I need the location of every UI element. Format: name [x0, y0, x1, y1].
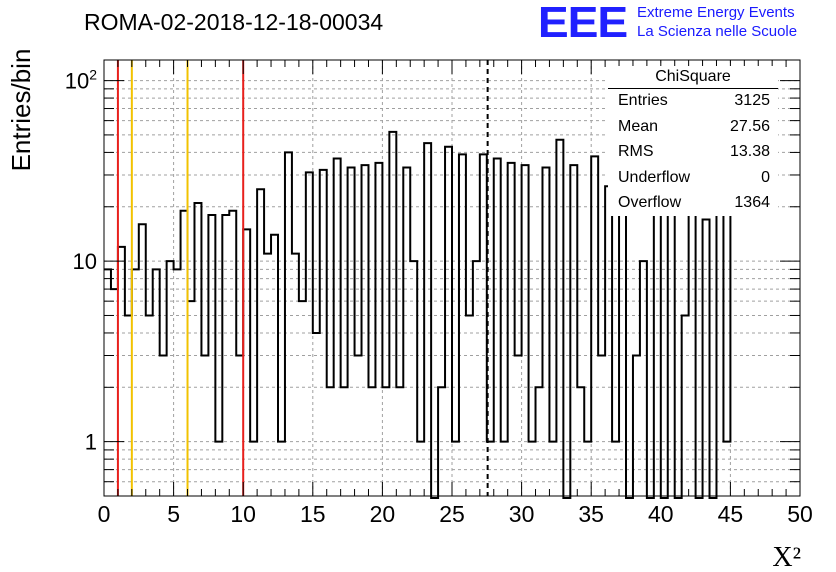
- stats-value: 0: [761, 168, 770, 186]
- y-tick-label: 10: [73, 249, 97, 274]
- axis-ticks: [103, 60, 801, 497]
- stats-key: Mean: [618, 117, 659, 135]
- stats-key: Overflow: [618, 194, 682, 211]
- stats-row-overflow: Overflow 1364: [608, 191, 778, 217]
- stats-key: Entries: [618, 92, 668, 109]
- x-tick-label: 25: [439, 501, 465, 527]
- stats-row-mean: Mean 27.56: [608, 115, 778, 141]
- reference-lines: [116, 60, 489, 496]
- eee-logo: EEE Extreme Energy Events La Scienza nel…: [537, 0, 797, 47]
- x-axis-title: X²: [772, 542, 801, 572]
- x-tick-label: 10: [230, 501, 256, 527]
- stats-row-rms: RMS 13.38: [608, 140, 778, 166]
- x-tick-label: 45: [718, 501, 744, 527]
- run-title: ROMA-02-2018-12-18-00034: [84, 9, 384, 35]
- stats-row-entries: Entries 3125: [608, 89, 778, 115]
- x-tick-labels: 0 5 10 15 20 25 30 35 40 45 50: [98, 501, 813, 527]
- x-tick-label: 35: [578, 501, 604, 527]
- stats-value: 3125: [734, 92, 770, 109]
- logo-line-1: Extreme Energy Events: [637, 4, 795, 21]
- histogram-outline: [104, 126, 738, 499]
- x-tick-label: 5: [167, 501, 180, 527]
- x-tick-label: 40: [648, 501, 674, 527]
- histogram-series: [104, 126, 738, 499]
- stats-value: 27.56: [729, 117, 770, 135]
- x-tick-label: 20: [370, 501, 396, 527]
- y-tick-labels: 1 10 102: [65, 67, 97, 455]
- stats-value: 1364: [734, 194, 770, 211]
- stats-title: ChiSquare: [608, 66, 778, 89]
- stats-box: ChiSquare Entries 3125 Mean 27.56 RMS 13…: [608, 66, 778, 216]
- stats-value: 13.38: [729, 143, 770, 160]
- x-tick-label: 0: [98, 501, 111, 527]
- x-tick-label: 50: [787, 501, 813, 527]
- y-tick-label: 102: [65, 67, 97, 94]
- logo-line-2: La Scienza nelle Scuole: [637, 23, 798, 40]
- x-tick-label: 15: [300, 501, 326, 527]
- stats-row-underflow: Underflow 0: [608, 166, 778, 192]
- eee-logo-mark: EEE: [537, 0, 628, 47]
- y-tick-label: 1: [85, 430, 97, 455]
- x-tick-label: 30: [509, 501, 535, 527]
- y-axis-title: Entries/bin: [6, 49, 36, 172]
- stats-key: Underflow: [618, 168, 691, 186]
- stats-key: RMS: [618, 143, 654, 160]
